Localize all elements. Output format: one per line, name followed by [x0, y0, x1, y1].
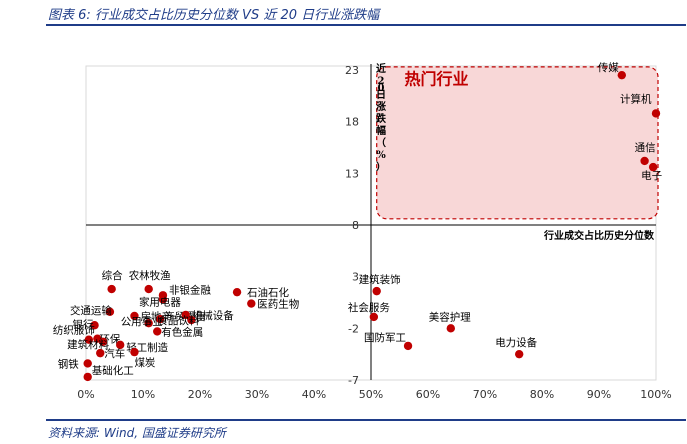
- x-tick-label: 30%: [245, 388, 269, 401]
- data-point: [98, 337, 108, 346]
- data-point-label: 交通运输: [70, 304, 112, 317]
- data-point: [158, 295, 168, 304]
- data-point-label: 食品饮料: [157, 314, 199, 327]
- x-tick-label: 40%: [302, 388, 326, 401]
- data-point: [116, 340, 125, 350]
- y-axis-title-char: ）: [376, 160, 386, 173]
- x-tick-label: 60%: [416, 388, 440, 401]
- data-point: [640, 156, 649, 166]
- x-tick-label: 0%: [77, 388, 94, 401]
- data-point: [144, 318, 153, 328]
- data-point-label: 纺织服饰: [53, 324, 95, 337]
- data-point-label: 建筑装饰: [359, 273, 401, 286]
- data-point: [107, 284, 116, 294]
- y-tick-label: -2: [348, 322, 359, 335]
- y-axis-title-char: 日: [376, 89, 386, 101]
- data-point-label: 煤炭: [134, 356, 155, 369]
- y-axis-title-char: %: [376, 150, 386, 161]
- data-point-label: 有色金属: [161, 325, 203, 338]
- data-point: [515, 349, 524, 359]
- data-point: [83, 372, 92, 382]
- data-point: [155, 314, 165, 324]
- data-point: [84, 335, 94, 344]
- data-point-label: 通信: [635, 142, 656, 154]
- data-point-label: 医药生物: [257, 298, 299, 311]
- data-point: [372, 286, 381, 296]
- caption-rule: [46, 24, 686, 26]
- data-point-label: 钢铁: [58, 357, 79, 370]
- data-point-label: 非银金融: [169, 283, 211, 296]
- y-tick-label: -7: [348, 374, 359, 387]
- y-tick-label: 18: [345, 116, 359, 129]
- data-point: [181, 310, 190, 320]
- data-point-label: 机械设备: [192, 309, 234, 322]
- data-point: [446, 324, 455, 333]
- x-tick-label: 80%: [530, 388, 554, 401]
- data-point: [648, 162, 658, 172]
- figure-source: 资料来源: Wind, 国盛证券研究所: [48, 426, 226, 440]
- data-point-label: 美容护理: [429, 310, 471, 323]
- data-point-label: 国防军工: [364, 331, 406, 344]
- x-tick-label: 10%: [131, 388, 155, 401]
- x-tick-label: 90%: [587, 388, 611, 401]
- x-tick-label: 50%: [359, 388, 383, 401]
- data-point-label: 综合: [102, 269, 123, 282]
- data-point: [96, 348, 105, 358]
- data-point: [232, 287, 242, 297]
- y-axis-title-char: 2: [378, 76, 385, 87]
- y-tick-label: 23: [345, 64, 359, 77]
- hot-zone-annotation: 热门行业: [405, 69, 469, 88]
- x-tick-label: 20%: [188, 388, 212, 401]
- source-rule: [46, 419, 686, 421]
- y-tick-label: 13: [345, 167, 359, 180]
- x-axis-title: 行业成交占比历史分位数: [543, 229, 655, 242]
- data-point: [83, 359, 92, 368]
- x-tick-label: 70%: [473, 388, 497, 401]
- data-point-label: 建筑材料: [67, 338, 109, 351]
- hot-zone: [376, 66, 659, 220]
- data-point-label: 计算机: [620, 92, 652, 105]
- data-point-label: 公用事业: [121, 315, 163, 328]
- data-point: [369, 312, 379, 322]
- data-point: [105, 307, 115, 316]
- y-tick-label: 8: [352, 219, 359, 232]
- data-point-label: 社会服务: [348, 301, 390, 314]
- figure-caption: 图表 6: 行业成交占比历史分位数 VS 近 20 日行业涨跌幅: [48, 8, 380, 23]
- y-axis-title-char: 近: [376, 62, 386, 75]
- y-axis-title-char: 跌: [376, 112, 387, 125]
- data-point-label: 农林牧渔: [129, 269, 171, 282]
- data-point: [651, 109, 661, 118]
- data-point-label: 电子: [641, 169, 662, 182]
- data-point: [130, 311, 139, 321]
- data-point-label: 传媒: [598, 61, 619, 74]
- data-point: [144, 284, 153, 294]
- data-point: [617, 70, 626, 80]
- data-point: [187, 315, 196, 325]
- data-point: [247, 299, 256, 308]
- data-point-label: 家用电器: [139, 295, 181, 308]
- y-tick-label: 3: [352, 271, 359, 284]
- x-tick-label: 100%: [640, 388, 671, 401]
- data-point-label: 石油石化: [247, 286, 289, 299]
- y-axis-title-char: （: [376, 136, 386, 149]
- data-point-label: 银行: [73, 318, 94, 331]
- y-axis-title-char: 涨: [376, 100, 386, 113]
- data-point: [130, 347, 139, 357]
- y-axis-title-char: 幅: [376, 124, 386, 137]
- data-point: [403, 341, 413, 351]
- y-axis-title-char: 0: [378, 83, 385, 94]
- data-point-label: 基础化工: [92, 364, 134, 377]
- data-point: [153, 327, 162, 336]
- data-point-label: 电力设备: [495, 336, 537, 349]
- data-point: [90, 321, 99, 330]
- data-point-label: 汽车: [104, 347, 125, 360]
